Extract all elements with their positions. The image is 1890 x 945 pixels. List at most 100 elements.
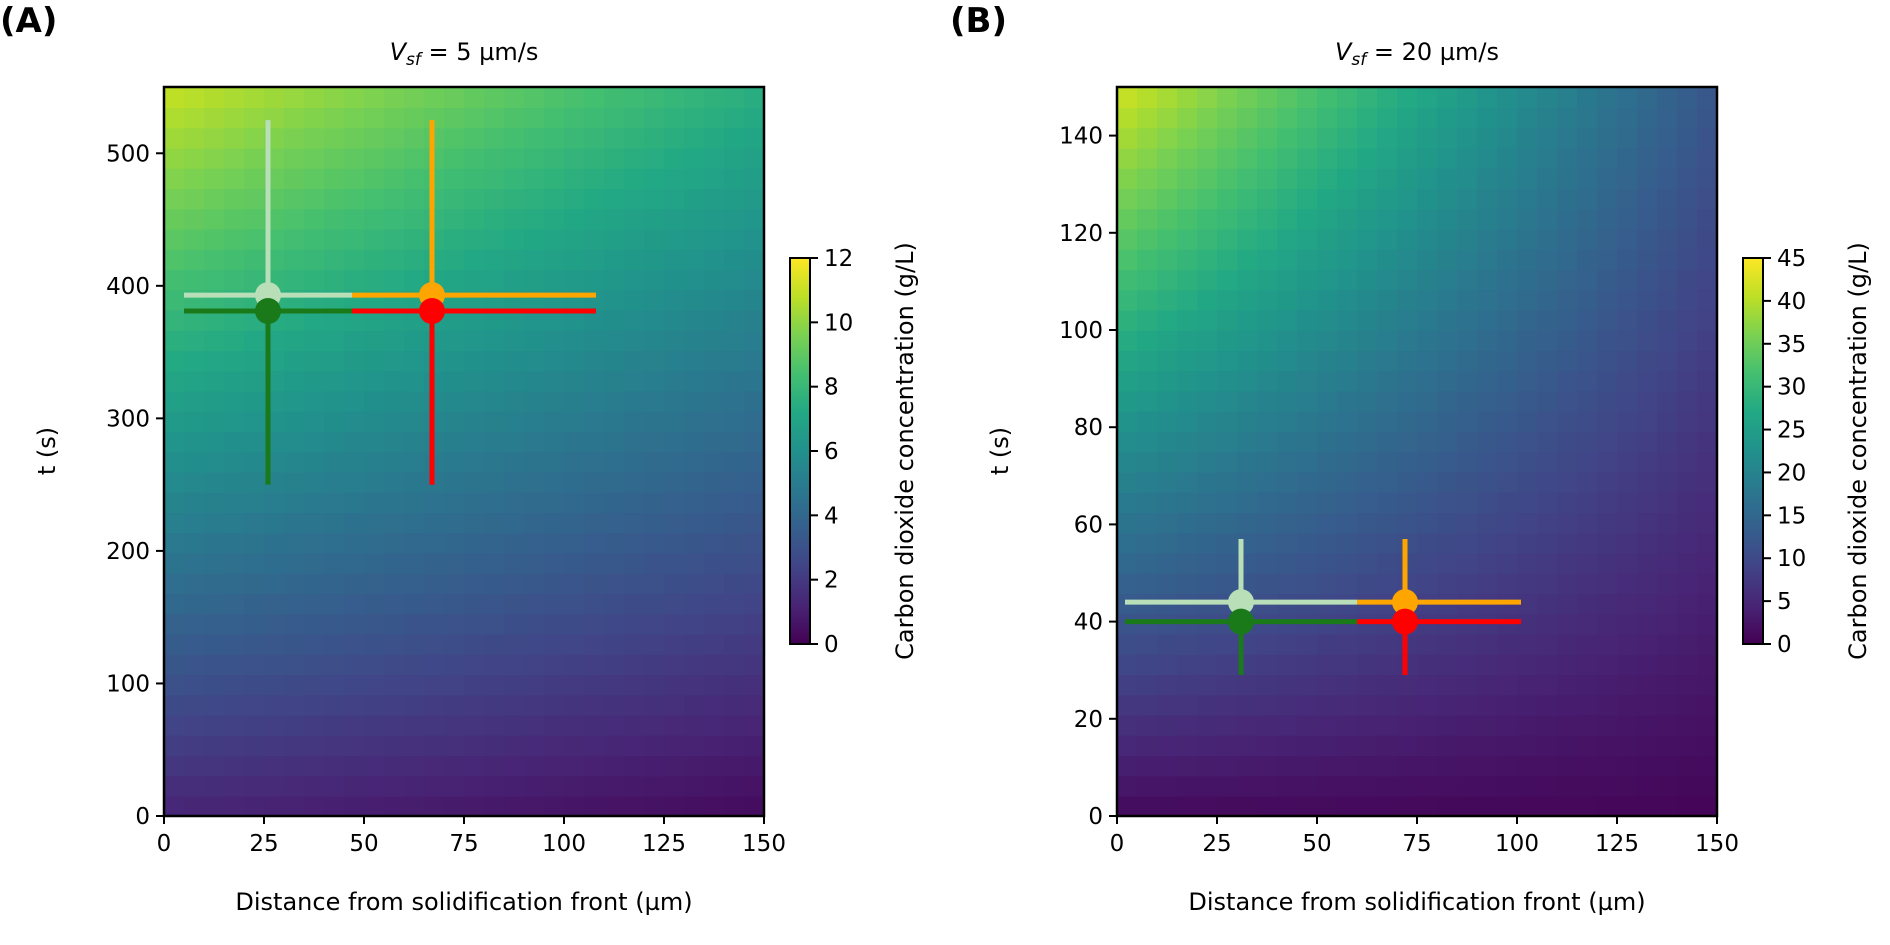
heatmap-cell: [164, 674, 185, 696]
heatmap-cell: [1497, 451, 1518, 473]
heatmap-cell: [1537, 431, 1558, 453]
heatmap-cell: [324, 411, 345, 433]
heatmap-cell: [544, 249, 565, 271]
heatmap-cell: [1377, 532, 1398, 554]
heatmap-cell: [544, 127, 565, 149]
colorbar-tick-label: 45: [1777, 246, 1806, 272]
heatmap-cell: [304, 350, 325, 372]
heatmap-cell: [304, 633, 325, 655]
heatmap-cell: [544, 390, 565, 412]
marker-point-red: [1392, 608, 1418, 635]
heatmap-cell: [344, 309, 365, 331]
heatmap-cell: [1577, 532, 1598, 554]
heatmap-cell: [644, 552, 665, 574]
heatmap-cell: [304, 127, 325, 149]
heatmap-cell: [344, 573, 365, 595]
heatmap-cell: [384, 735, 405, 757]
heatmap-cell: [164, 613, 185, 635]
heatmap-cell: [524, 593, 545, 615]
heatmap-cell: [224, 87, 245, 109]
heatmap-cell: [164, 127, 185, 149]
heatmap-cell: [384, 451, 405, 473]
heatmap-cell: [1517, 735, 1538, 757]
heatmap-cell: [744, 471, 764, 493]
heatmap-cell: [464, 411, 485, 433]
heatmap-cell: [204, 370, 225, 392]
heatmap-cell: [1217, 228, 1238, 250]
heatmap-cell: [1577, 370, 1598, 392]
heatmap-cell: [1117, 735, 1138, 757]
heatmap-cell: [1257, 188, 1278, 210]
colorbar-tick-label: 8: [824, 375, 839, 401]
heatmap-cell: [1677, 431, 1698, 453]
heatmap-cell: [544, 309, 565, 331]
heatmap-cell: [1277, 694, 1298, 716]
heatmap-cell: [1537, 188, 1558, 210]
heatmap-cell: [524, 735, 545, 757]
heatmap-cell: [204, 795, 225, 816]
heatmap-cell: [224, 492, 245, 514]
heatmap-cell: [544, 795, 565, 816]
heatmap-cell: [1557, 532, 1578, 554]
heatmap-cell: [1257, 431, 1278, 453]
heatmap-cell: [404, 795, 425, 816]
heatmap-cell: [1617, 593, 1638, 615]
heatmap-cell: [684, 532, 705, 554]
heatmap-cell: [404, 411, 425, 433]
heatmap-cell: [1517, 694, 1538, 716]
heatmap-cell: [204, 87, 225, 109]
heatmap-cell: [1317, 532, 1338, 554]
heatmap-cell: [744, 208, 764, 230]
heatmap-cell: [1517, 411, 1538, 433]
heatmap-cell: [444, 654, 465, 676]
heatmap-cell: [1317, 350, 1338, 372]
heatmap-cell: [1317, 168, 1338, 190]
heatmap-cell: [244, 411, 265, 433]
heatmap-cell: [1277, 147, 1298, 169]
heatmap-cell: [1337, 694, 1358, 716]
heatmap-cell: [404, 107, 425, 129]
heatmap-cell: [604, 411, 625, 433]
heatmap-cell: [1637, 249, 1658, 271]
heatmap-cell: [1497, 775, 1518, 797]
x-tick-label: 75: [1402, 831, 1431, 857]
heatmap-cell: [1377, 654, 1398, 676]
colorbar-tick-label: 2: [824, 568, 839, 594]
heatmap-cell: [184, 654, 205, 676]
heatmap-cell: [344, 147, 365, 169]
heatmap-cell: [184, 168, 205, 190]
heatmap-cell: [364, 269, 385, 291]
heatmap-cell: [484, 654, 505, 676]
heatmap-cell: [1457, 532, 1478, 554]
heatmap-cell: [584, 512, 605, 534]
heatmap-cell: [364, 633, 385, 655]
x-ticks-b: 0 25 50 75 100 125 150: [1110, 816, 1739, 857]
heatmap-cell: [1417, 714, 1438, 736]
marker-point-green: [1228, 608, 1254, 635]
heatmap-cell: [1477, 168, 1498, 190]
heatmap-cell: [664, 147, 685, 169]
heatmap-cell: [1677, 289, 1698, 311]
heatmap-cell: [644, 633, 665, 655]
heatmap-cell: [1497, 309, 1518, 331]
heatmap-cell: [544, 593, 565, 615]
heatmap-cell: [1597, 633, 1618, 655]
heatmap-cell: [424, 593, 445, 615]
heatmap-cell: [744, 512, 764, 534]
heatmap-cell: [384, 471, 405, 493]
heatmap-cell: [504, 390, 525, 412]
heatmap-cell: [1617, 694, 1638, 716]
heatmap-cell: [1557, 168, 1578, 190]
heatmap-cell: [704, 188, 725, 210]
heatmap-cell: [544, 512, 565, 534]
heatmap-cell: [364, 431, 385, 453]
heatmap-cell: [1497, 633, 1518, 655]
y-axis-label-a: t (s): [33, 427, 61, 475]
heatmap-cell: [1597, 330, 1618, 352]
heatmap-cell: [664, 188, 685, 210]
heatmap-cell: [564, 127, 585, 149]
heatmap-cell: [444, 188, 465, 210]
heatmap-cell: [1137, 755, 1158, 777]
heatmap-cell: [1657, 269, 1678, 291]
heatmap-cell: [644, 654, 665, 676]
